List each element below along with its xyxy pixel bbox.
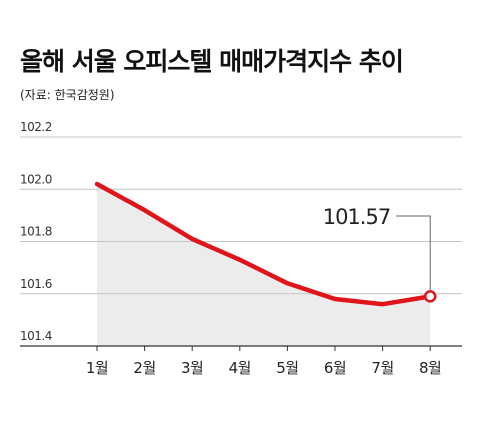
x-tick-label: 7월 — [371, 359, 393, 377]
end-point-marker — [423, 290, 437, 303]
y-tick-label: 102.0 — [20, 172, 52, 186]
y-tick-label: 101.4 — [20, 329, 52, 343]
annotation-label: 101.57 — [323, 205, 390, 229]
series-line — [94, 181, 433, 307]
x-tick-label: 4월 — [229, 359, 251, 377]
chart-source: (자료: 한국감정원) — [20, 88, 115, 102]
x-tick-label: 5월 — [276, 359, 298, 377]
chart-title: 올해 서울 오피스텔 매매가격지수 추이 — [20, 47, 404, 76]
x-tick-label: 2월 — [133, 359, 155, 377]
area-fill — [97, 184, 431, 346]
x-tick-label: 8월 — [419, 359, 441, 377]
x-tick-label: 6월 — [324, 359, 346, 377]
x-tick-label: 1월 — [86, 359, 108, 377]
y-tick-label: 101.8 — [20, 225, 52, 239]
annotation-leader — [396, 215, 431, 291]
y-tick-label: 101.6 — [20, 277, 52, 291]
x-tick-label: 3월 — [181, 359, 203, 377]
y-tick-label: 102.2 — [20, 120, 52, 134]
